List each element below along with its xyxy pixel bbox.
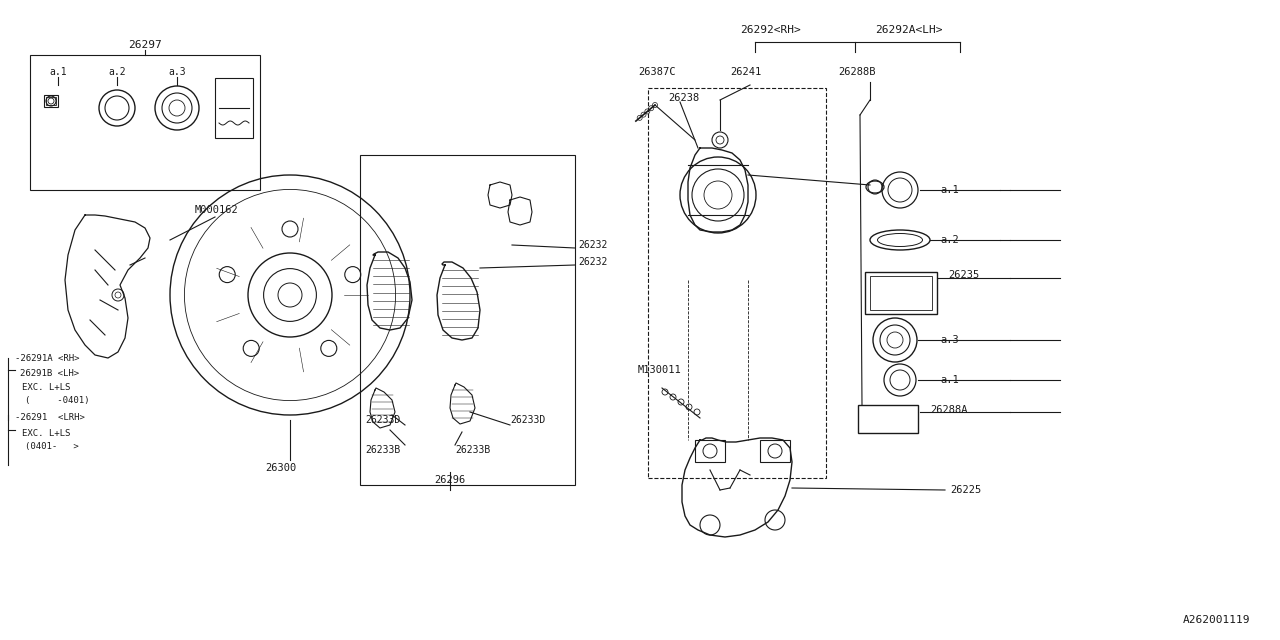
Text: a.3: a.3 — [940, 335, 959, 345]
Text: EXC. L+LS: EXC. L+LS — [22, 429, 70, 438]
Text: M000162: M000162 — [195, 205, 239, 215]
Bar — [695, 440, 724, 462]
Text: 26292<RH>: 26292<RH> — [740, 25, 801, 35]
Bar — [215, 78, 253, 138]
Text: a.2: a.2 — [940, 235, 959, 245]
Bar — [760, 440, 790, 462]
Text: 26232: 26232 — [579, 240, 608, 250]
Text: 26238: 26238 — [668, 93, 699, 103]
Bar — [29, 55, 260, 190]
Text: 26235: 26235 — [948, 270, 979, 280]
Text: 26241: 26241 — [730, 67, 762, 77]
Text: 26232: 26232 — [579, 257, 608, 267]
Text: 26233D: 26233D — [509, 415, 545, 425]
Bar — [44, 95, 58, 107]
Bar — [648, 88, 826, 478]
Text: a.3: a.3 — [168, 67, 186, 77]
Text: 26297: 26297 — [128, 40, 161, 50]
Text: 26225: 26225 — [950, 485, 982, 495]
Text: M130011: M130011 — [637, 365, 682, 375]
Text: 26296: 26296 — [434, 475, 466, 485]
Bar — [865, 272, 937, 314]
Text: 26387C: 26387C — [637, 67, 676, 77]
Text: 26233B: 26233B — [365, 445, 401, 455]
Text: (0401-   >: (0401- > — [26, 442, 79, 451]
Bar — [858, 405, 918, 433]
Text: a.1: a.1 — [49, 67, 67, 77]
Bar — [360, 155, 575, 485]
Text: 26233B: 26233B — [454, 445, 490, 455]
Bar — [46, 97, 56, 105]
Text: 26291B <LH>: 26291B <LH> — [20, 369, 79, 378]
Text: A262001119: A262001119 — [1183, 615, 1251, 625]
Bar — [870, 276, 932, 310]
Text: a.1: a.1 — [940, 375, 959, 385]
Text: a.2: a.2 — [109, 67, 125, 77]
Text: -26291  <LRH>: -26291 <LRH> — [15, 413, 84, 422]
Text: EXC. L+LS: EXC. L+LS — [22, 383, 70, 392]
Text: -26291A <RH>: -26291A <RH> — [15, 353, 79, 362]
Text: 26288B: 26288B — [838, 67, 876, 77]
Text: a.1: a.1 — [940, 185, 959, 195]
Text: (     -0401): ( -0401) — [26, 396, 90, 404]
Text: 26300: 26300 — [265, 463, 296, 473]
Text: 26233D: 26233D — [365, 415, 401, 425]
Text: 26288A: 26288A — [931, 405, 968, 415]
Text: 26292A<LH>: 26292A<LH> — [876, 25, 942, 35]
